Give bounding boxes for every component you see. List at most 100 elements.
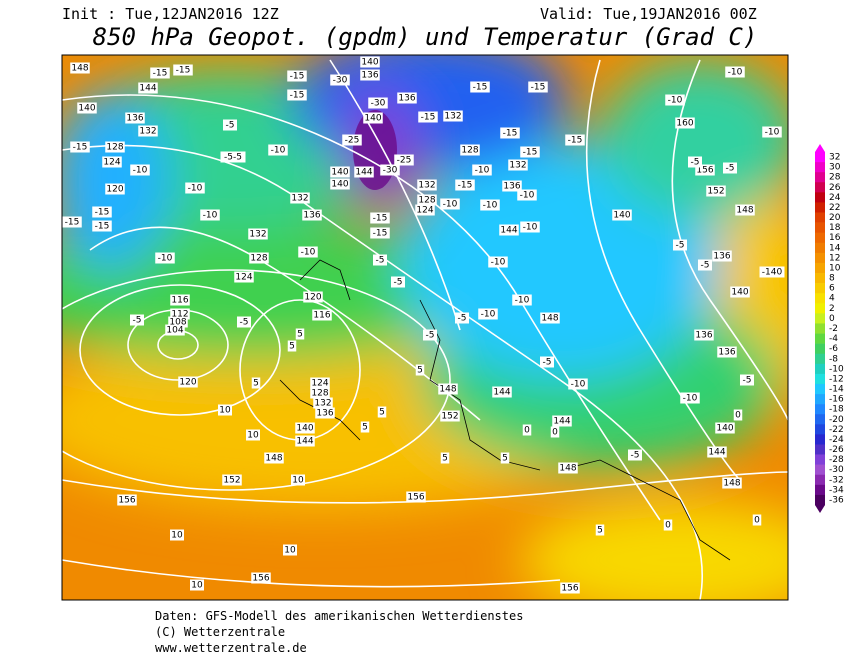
contour-label: -10 — [668, 96, 683, 106]
contour-label-box — [460, 144, 480, 156]
colorbar-segment — [815, 444, 825, 455]
contour-label-box — [312, 309, 332, 321]
contour-label: -25 — [397, 156, 412, 166]
map-title: 850 hPa Geopot. (gpdm) und Temperatur (G… — [93, 23, 758, 51]
contour-label-box — [480, 199, 500, 211]
contour-label-box — [733, 409, 743, 421]
contour-label: 5 — [289, 342, 295, 352]
contour-label-box — [310, 387, 330, 399]
contour-label: 148 — [71, 64, 88, 74]
colorbar-segment — [815, 152, 825, 163]
colorbar-segment — [815, 343, 825, 355]
contour-label: 144 — [708, 448, 725, 458]
contour-label: 144 — [493, 388, 510, 398]
contour-label-box — [595, 524, 605, 536]
contour-label-box — [673, 239, 687, 251]
contour-label: 136 — [303, 211, 320, 221]
contour-label: -25 — [345, 136, 360, 146]
colorbar-segment — [815, 182, 825, 193]
contour-label: 10 — [292, 476, 304, 486]
colorbar-segment — [815, 192, 825, 203]
contour-label: 140 — [716, 424, 733, 434]
contour-label-box — [291, 474, 305, 486]
contour-label: 140 — [331, 168, 348, 178]
contour-label: 10 — [247, 431, 259, 441]
contour-label: 128 — [106, 143, 123, 153]
contour-label: 140 — [364, 114, 381, 124]
contour-label: -15 — [65, 218, 80, 228]
contour-label: -15 — [421, 113, 436, 123]
contour-label-box — [354, 166, 374, 178]
contour-label: 5 — [417, 366, 423, 376]
colorbar-segment — [815, 202, 825, 213]
contour-label-box — [417, 194, 437, 206]
contour-label-box — [443, 110, 463, 122]
contour-label: 0 — [552, 428, 558, 438]
map-frame — [61, 54, 789, 601]
contour-label: -5 — [133, 316, 142, 326]
contour-label-box — [500, 452, 510, 464]
contour-label-box — [455, 179, 475, 191]
contour-label: -10 — [523, 223, 538, 233]
contour-label-box — [105, 141, 125, 153]
contour-label-box — [92, 220, 112, 232]
contour-label-box — [237, 316, 251, 328]
colorbar-label: 26 — [829, 183, 841, 193]
contour-label-box — [330, 178, 350, 190]
contour-label-box — [528, 81, 548, 93]
contour-label: -5 — [376, 256, 385, 266]
colorbar-label: -34 — [829, 485, 844, 495]
colorbar-segment — [815, 494, 825, 506]
contour-label-box — [302, 209, 322, 221]
contour-label: 152 — [223, 476, 240, 486]
contour-label-box — [560, 582, 580, 594]
contour-label: -15 — [373, 229, 388, 239]
contour-label: 124 — [311, 379, 328, 389]
colorbar-label: -8 — [829, 354, 838, 364]
contour-label-box — [185, 182, 205, 194]
contour-label-box — [248, 228, 268, 240]
contour-label: -10 — [133, 166, 148, 176]
contour-label-box — [283, 544, 297, 556]
contour-label: -10 — [301, 248, 316, 258]
colorbar-segment — [815, 293, 825, 304]
contour-label: 10 — [191, 581, 203, 591]
contour-label-box — [440, 410, 460, 422]
colorbar-segment — [815, 222, 825, 233]
colorbar-label: 22 — [829, 203, 840, 213]
contour-label: -10 — [728, 68, 743, 78]
contour-label: -10 — [483, 201, 498, 211]
contour-label: -5 — [691, 158, 700, 168]
contour-label-box — [470, 81, 490, 93]
colorbar-segment — [815, 353, 825, 365]
contour-label-box — [264, 452, 284, 464]
contour-label-box — [612, 209, 632, 221]
colorbar-label: -24 — [829, 435, 844, 445]
contour-label: 132 — [291, 194, 308, 204]
contour-label-box — [717, 346, 737, 358]
contour-label: -5 — [543, 358, 552, 368]
contour-label-box — [105, 183, 125, 195]
colorbar-label: -16 — [829, 395, 844, 405]
contour-label: 140 — [361, 58, 378, 68]
contour-label-box — [170, 529, 184, 541]
colorbar-segment — [815, 484, 825, 496]
contour-label: 148 — [736, 206, 753, 216]
contour-label: -5 — [226, 121, 235, 131]
contour-label-box — [499, 224, 519, 236]
contour-label-box — [287, 89, 307, 101]
contour-label-box — [492, 386, 512, 398]
contour-label: -15 — [523, 148, 538, 158]
colorbar-label: 12 — [829, 253, 840, 263]
contour-label: 5 — [379, 408, 385, 418]
contour-label-box — [695, 164, 715, 176]
colorbar-label: -18 — [829, 405, 844, 415]
footer-source: Daten: GFS-Modell des amerikanischen Wet… — [155, 609, 523, 623]
colorbar-segment — [815, 414, 825, 425]
contour-label: 148 — [265, 454, 282, 464]
contour-label: 156 — [561, 584, 578, 594]
contour-label: -15 — [290, 91, 305, 101]
contour-label-box — [170, 294, 190, 306]
contour-label-box — [298, 246, 318, 258]
contour-label: 104 — [166, 326, 183, 336]
